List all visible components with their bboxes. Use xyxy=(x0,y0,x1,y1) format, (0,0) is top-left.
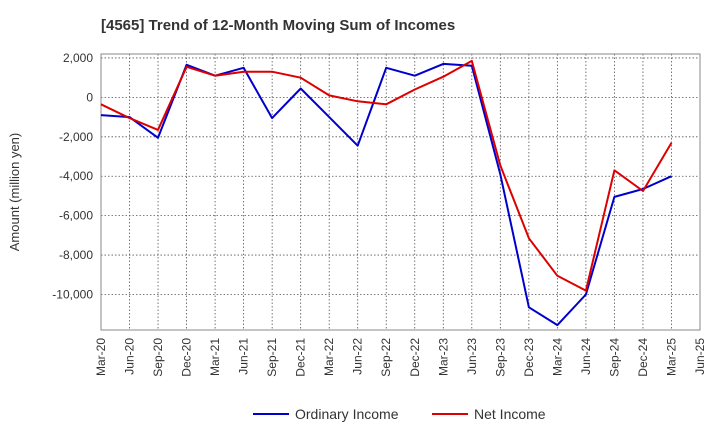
x-tick-label: Jun-20 xyxy=(123,338,137,375)
plot-frame xyxy=(100,53,701,331)
x-tick-label: Jun-23 xyxy=(465,338,479,375)
x-tick-label: Mar-25 xyxy=(664,338,678,376)
y-tick-label: -6,000 xyxy=(59,209,93,223)
x-tick-label: Sep-20 xyxy=(151,338,165,377)
series-line-ordinary-income xyxy=(100,62,672,327)
x-tick-label: Mar-23 xyxy=(436,338,450,376)
y-axis-label: Amount (million yen) xyxy=(7,133,22,252)
x-tick-label: Mar-24 xyxy=(550,338,564,376)
x-tick-label: Sep-21 xyxy=(265,338,279,377)
y-tick-label: -4,000 xyxy=(59,169,93,183)
x-tick-label: Jun-24 xyxy=(579,338,593,375)
x-tick-label: Sep-22 xyxy=(379,338,393,377)
x-tick-label: Dec-21 xyxy=(294,338,308,377)
series-line-net-income xyxy=(100,59,673,292)
y-tick-label: -2,000 xyxy=(59,130,93,144)
x-tick-label: Mar-20 xyxy=(94,338,108,376)
grid-lines xyxy=(100,54,701,330)
x-tick-label: Dec-24 xyxy=(636,338,650,377)
legend-label: Ordinary Income xyxy=(295,406,399,422)
legend: Ordinary Income Net Income xyxy=(253,406,546,422)
chart-title: [4565] Trend of 12-Month Moving Sum of I… xyxy=(101,17,455,34)
x-tick-label: Sep-24 xyxy=(607,338,621,377)
x-tick-label: Sep-23 xyxy=(493,338,507,377)
axes: Mar-20 Jun-20 Sep-20 Dec-20 Mar-21 Jun-21 Sep-… xyxy=(52,51,707,377)
x-tick-label: Jun-22 xyxy=(351,338,365,375)
y-tick-label: -8,000 xyxy=(59,248,93,262)
x-tick-label: Jun-21 xyxy=(237,338,251,375)
legend-label: Net Income xyxy=(474,406,546,422)
x-tick-label: Dec-20 xyxy=(180,338,194,377)
y-tick-label: -10,000 xyxy=(52,288,93,302)
x-tick-label: Mar-21 xyxy=(208,338,222,376)
series-lines xyxy=(100,59,673,327)
x-tick-label: Dec-23 xyxy=(522,338,536,377)
x-tick-label: Jun-25 xyxy=(693,338,707,375)
y-tick-label: 0 xyxy=(86,90,93,104)
x-tick-label: Mar-22 xyxy=(322,338,336,376)
y-tick-label: 2,000 xyxy=(63,51,93,65)
x-tick-label: Dec-22 xyxy=(408,338,422,377)
